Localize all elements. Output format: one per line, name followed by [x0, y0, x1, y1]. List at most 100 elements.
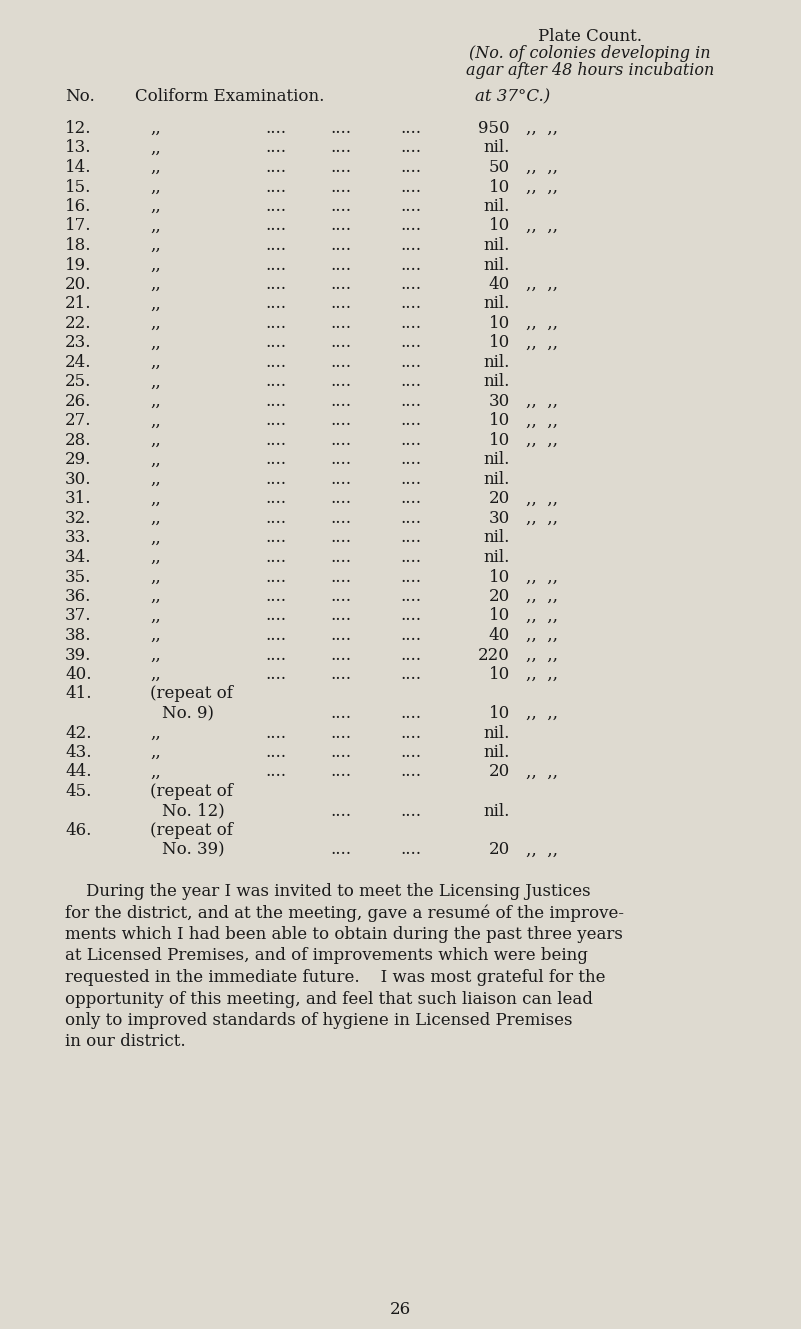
Text: ....: .... — [265, 198, 286, 215]
Text: ,,: ,, — [150, 315, 161, 332]
Text: ....: .... — [265, 315, 286, 332]
Text: ....: .... — [265, 627, 286, 645]
Text: ,,: ,, — [150, 432, 161, 449]
Text: ....: .... — [265, 470, 286, 488]
Text: ....: .... — [330, 803, 351, 820]
Text: ....: .... — [265, 393, 286, 411]
Text: (repeat of: (repeat of — [150, 686, 233, 703]
Text: 19.: 19. — [65, 256, 91, 274]
Text: 10: 10 — [489, 315, 510, 332]
Text: 10: 10 — [489, 569, 510, 586]
Text: 12.: 12. — [65, 120, 91, 137]
Text: ....: .... — [265, 335, 286, 351]
Text: ....: .... — [265, 237, 286, 254]
Text: ....: .... — [330, 295, 351, 312]
Text: 20: 20 — [489, 763, 510, 780]
Text: ....: .... — [400, 803, 421, 820]
Text: ,,: ,, — [150, 218, 161, 234]
Text: ....: .... — [330, 510, 351, 528]
Text: ,,: ,, — [150, 295, 161, 312]
Text: ....: .... — [265, 412, 286, 429]
Text: opportunity of this meeting, and feel that such liaison can lead: opportunity of this meeting, and feel th… — [65, 990, 593, 1007]
Text: 40: 40 — [489, 627, 510, 645]
Text: ....: .... — [400, 354, 421, 371]
Text: ....: .... — [265, 607, 286, 625]
Text: 22.: 22. — [65, 315, 91, 332]
Text: ....: .... — [400, 490, 421, 508]
Text: 30: 30 — [489, 393, 510, 411]
Text: ,,: ,, — [150, 452, 161, 469]
Text: ,,  ,,: ,, ,, — [526, 704, 558, 722]
Text: ....: .... — [330, 140, 351, 157]
Text: ....: .... — [330, 393, 351, 411]
Text: 42.: 42. — [65, 724, 91, 742]
Text: ,,  ,,: ,, ,, — [526, 841, 558, 859]
Text: ....: .... — [265, 510, 286, 528]
Text: ....: .... — [400, 432, 421, 449]
Text: No. 9): No. 9) — [162, 704, 214, 722]
Text: 25.: 25. — [65, 373, 91, 391]
Text: nil.: nil. — [484, 452, 510, 469]
Text: ....: .... — [400, 256, 421, 274]
Text: ,,  ,,: ,, ,, — [526, 159, 558, 175]
Text: ....: .... — [400, 120, 421, 137]
Text: 10: 10 — [489, 432, 510, 449]
Text: ....: .... — [265, 354, 286, 371]
Text: ....: .... — [330, 412, 351, 429]
Text: 220: 220 — [478, 646, 510, 663]
Text: ....: .... — [265, 529, 286, 546]
Text: nil.: nil. — [484, 529, 510, 546]
Text: ,,  ,,: ,, ,, — [526, 569, 558, 586]
Text: ,,: ,, — [150, 140, 161, 157]
Text: ....: .... — [265, 549, 286, 566]
Text: ....: .... — [400, 452, 421, 469]
Text: ,,: ,, — [150, 607, 161, 625]
Text: ,,  ,,: ,, ,, — [526, 666, 558, 683]
Text: requested in the immediate future.    I was most grateful for the: requested in the immediate future. I was… — [65, 969, 606, 986]
Text: ,,: ,, — [150, 646, 161, 663]
Text: ....: .... — [400, 724, 421, 742]
Text: ,,  ,,: ,, ,, — [526, 490, 558, 508]
Text: ....: .... — [330, 704, 351, 722]
Text: ,,  ,,: ,, ,, — [526, 335, 558, 351]
Text: ,,  ,,: ,, ,, — [526, 178, 558, 195]
Text: ,,  ,,: ,, ,, — [526, 218, 558, 234]
Text: ....: .... — [400, 335, 421, 351]
Text: ,,: ,, — [150, 159, 161, 175]
Text: (repeat of: (repeat of — [150, 823, 233, 839]
Text: ,,: ,, — [150, 510, 161, 528]
Text: 36.: 36. — [65, 587, 91, 605]
Text: 32.: 32. — [65, 510, 91, 528]
Text: 50: 50 — [489, 159, 510, 175]
Text: ....: .... — [265, 276, 286, 292]
Text: 20.: 20. — [65, 276, 91, 292]
Text: ,,: ,, — [150, 470, 161, 488]
Text: 40.: 40. — [65, 666, 91, 683]
Text: ....: .... — [400, 218, 421, 234]
Text: ,,: ,, — [150, 373, 161, 391]
Text: ....: .... — [330, 354, 351, 371]
Text: nil.: nil. — [484, 256, 510, 274]
Text: ....: .... — [330, 276, 351, 292]
Text: ,,  ,,: ,, ,, — [526, 510, 558, 528]
Text: nil.: nil. — [484, 549, 510, 566]
Text: ....: .... — [400, 393, 421, 411]
Text: nil.: nil. — [484, 470, 510, 488]
Text: ,,: ,, — [150, 569, 161, 586]
Text: ....: .... — [400, 529, 421, 546]
Text: nil.: nil. — [484, 724, 510, 742]
Text: at Licensed Premises, and of improvements which were being: at Licensed Premises, and of improvement… — [65, 948, 588, 965]
Text: ,,: ,, — [150, 276, 161, 292]
Text: 13.: 13. — [65, 140, 91, 157]
Text: ....: .... — [400, 841, 421, 859]
Text: ....: .... — [330, 569, 351, 586]
Text: ,,: ,, — [150, 120, 161, 137]
Text: ....: .... — [330, 841, 351, 859]
Text: ....: .... — [400, 510, 421, 528]
Text: 14.: 14. — [65, 159, 91, 175]
Text: 43.: 43. — [65, 744, 91, 762]
Text: ....: .... — [330, 159, 351, 175]
Text: ....: .... — [400, 704, 421, 722]
Text: 21.: 21. — [65, 295, 91, 312]
Text: ....: .... — [400, 373, 421, 391]
